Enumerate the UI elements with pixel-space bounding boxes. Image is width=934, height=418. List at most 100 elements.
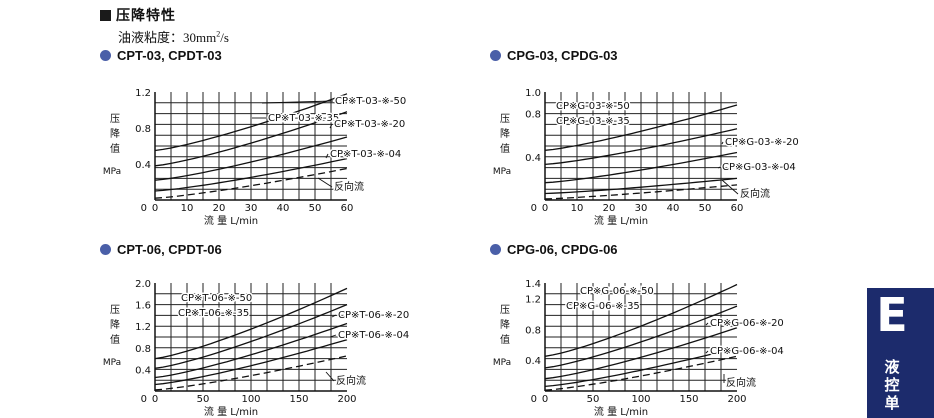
series-label: CP※G-03-※-50 (556, 101, 630, 112)
x-tick-label: 50 (587, 394, 600, 405)
leader-line (705, 322, 709, 326)
series-line (544, 327, 738, 380)
series-label: 反向流 (740, 187, 770, 200)
origin-label: 0 (531, 394, 537, 405)
x-tick-label: 30 (245, 203, 258, 214)
series-label: CP※T-06-※-35 (178, 308, 249, 319)
series-line (154, 322, 348, 379)
y-axis-label-char: 压 (110, 113, 120, 125)
leader-line (325, 153, 329, 159)
x-tick-label: 30 (635, 203, 648, 214)
series-label: CP※T-06-※-20 (338, 310, 409, 321)
x-tick-label: 100 (631, 394, 650, 405)
y-tick-label: 0.4 (525, 356, 541, 367)
y-axis-label-char: 值 (110, 333, 120, 346)
series-label: 反向流 (334, 180, 364, 193)
series-line (154, 93, 348, 152)
leader-line (261, 100, 334, 104)
x-tick-label: 0 (542, 203, 548, 214)
bullet-dot-icon (100, 244, 111, 255)
x-tick-label: 150 (679, 394, 698, 405)
chart-title-cpt-03: CPT-03, CPDT-03 (100, 48, 222, 63)
leader-line (329, 123, 333, 129)
x-tick-label: 40 (667, 203, 680, 214)
series-line (154, 136, 348, 181)
series-label: CP※T-03-※-35 (268, 113, 339, 124)
series-label: CP※T-06-※-04 (338, 330, 409, 341)
tab-char-1: 控 (884, 376, 900, 394)
bullet-dot-icon (100, 50, 111, 61)
series-label: CP※G-06-※-20 (710, 318, 784, 329)
x-tick-label: 0 (152, 394, 158, 405)
series-line (154, 303, 348, 369)
viscosity-superscript: 2 (216, 29, 221, 39)
series-line (544, 151, 738, 184)
x-tick-label: 20 (213, 203, 226, 214)
series-label: CP※T-03-※-04 (330, 149, 401, 160)
x-axis-label: 流 量 L/min (594, 405, 648, 418)
x-tick-label: 10 (181, 203, 194, 214)
y-axis-label-char: 降 (500, 318, 510, 331)
x-tick-label: 200 (337, 394, 356, 405)
series-line (154, 339, 348, 386)
x-tick-label: 60 (341, 203, 354, 214)
tab-vertical-text: 液控单 (867, 358, 917, 412)
x-axis-label: 流 量 L/min (204, 405, 258, 418)
y-tick-label: 0.4 (135, 160, 151, 171)
chart-title-cpg-03: CPG-03, CPDG-03 (490, 48, 618, 63)
y-tick-label: 1.2 (525, 294, 541, 305)
y-tick-label: 2.0 (135, 279, 151, 290)
bullet-dot-icon (490, 50, 501, 61)
chart-title-cpt-06: CPT-06, CPDT-06 (100, 242, 222, 257)
y-axis-label-char: 值 (500, 142, 510, 155)
chart-title-cpg-06: CPG-06, CPDG-06 (490, 242, 618, 257)
viscosity-prefix: 油液粘度：30mm (118, 30, 217, 45)
x-tick-label: 100 (241, 394, 260, 405)
y-axis-label-char: 压 (500, 304, 510, 316)
leader-line (325, 371, 335, 382)
tab-char-0: 液 (884, 358, 900, 376)
y-tick-label: 0.8 (525, 110, 541, 121)
x-tick-label: 150 (289, 394, 308, 405)
y-axis-unit: MPa (103, 358, 121, 368)
y-axis-unit: MPa (493, 358, 511, 368)
series-line (544, 177, 738, 195)
series-line (154, 111, 348, 167)
y-tick-label: 1.6 (135, 301, 151, 312)
x-tick-label: 50 (197, 394, 210, 405)
section-header: 压降特性 (100, 5, 176, 25)
y-axis-label-char: 降 (500, 127, 510, 140)
series-line (544, 184, 738, 200)
series-line (154, 157, 348, 192)
section-tab-e[interactable]: E 液控单 (867, 288, 934, 418)
series-line (544, 283, 738, 357)
leader-line (317, 177, 333, 188)
x-tick-label: 60 (731, 203, 744, 214)
tab-char-2: 单 (884, 394, 900, 412)
series-label: 反向流 (726, 376, 756, 389)
series-label: CP※G-06-※-04 (710, 346, 784, 357)
x-axis-label: 流 量 L/min (594, 214, 648, 227)
y-tick-label: 1.4 (525, 279, 541, 290)
y-axis-label-char: 压 (500, 113, 510, 125)
x-tick-label: 200 (727, 394, 746, 405)
chart-title-text: CPG-03, CPDG-03 (507, 48, 618, 63)
series-line (544, 305, 738, 369)
x-tick-label: 20 (603, 203, 616, 214)
leader-line (331, 314, 337, 318)
y-tick-label: 0.4 (525, 153, 541, 164)
x-tick-label: 0 (542, 394, 548, 405)
origin-label: 0 (531, 203, 537, 214)
series-label: CP※T-03-※-50 (335, 96, 406, 107)
series-label: CP※G-03-※-04 (722, 162, 796, 173)
x-tick-label: 0 (152, 203, 158, 214)
series-line (544, 347, 738, 388)
y-axis-label-char: 压 (110, 304, 120, 316)
y-tick-label: 0.4 (135, 365, 151, 376)
section-title: 压降特性 (116, 8, 176, 24)
y-tick-label: 0.8 (135, 124, 151, 135)
series-line (154, 287, 348, 360)
y-tick-label: 0.8 (135, 344, 151, 355)
series-label: CP※G-03-※-35 (556, 116, 630, 127)
